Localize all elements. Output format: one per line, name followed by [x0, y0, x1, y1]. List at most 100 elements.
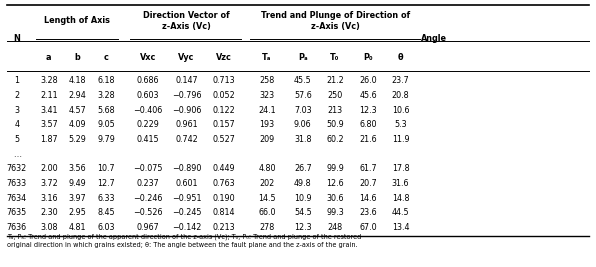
Text: 7634: 7634	[7, 194, 27, 203]
Text: 31.6: 31.6	[392, 179, 409, 188]
Text: Tₐ, Pₐ: Trend and plunge of the apparent direction of the z-axis (Vᴄ); T₀, P₀: T: Tₐ, Pₐ: Trend and plunge of the apparent…	[7, 234, 362, 240]
Text: 26.7: 26.7	[294, 164, 312, 173]
Text: 193: 193	[259, 120, 275, 129]
Text: 10.9: 10.9	[294, 194, 312, 203]
Text: 2: 2	[14, 91, 19, 100]
Text: 1.87: 1.87	[40, 135, 58, 144]
Text: 3.08: 3.08	[40, 223, 58, 232]
Text: 0.122: 0.122	[213, 105, 235, 115]
Text: Direction Vector of
z-Axis (Vᴄ): Direction Vector of z-Axis (Vᴄ)	[142, 11, 229, 31]
Text: 4.09: 4.09	[69, 120, 86, 129]
Text: 12.3: 12.3	[359, 105, 377, 115]
Text: 5.29: 5.29	[69, 135, 86, 144]
Text: 67.0: 67.0	[359, 223, 377, 232]
Text: 12.3: 12.3	[294, 223, 312, 232]
Text: 0.237: 0.237	[136, 179, 159, 188]
Text: 248: 248	[327, 223, 343, 232]
Text: 54.5: 54.5	[294, 208, 312, 217]
Text: −0.245: −0.245	[172, 208, 201, 217]
Text: 14.5: 14.5	[258, 194, 276, 203]
Text: 99.3: 99.3	[326, 208, 344, 217]
Text: 5.3: 5.3	[394, 120, 407, 129]
Text: 3: 3	[14, 105, 19, 115]
Text: …: …	[13, 150, 21, 159]
Text: 3.56: 3.56	[69, 164, 86, 173]
Text: 3.28: 3.28	[40, 76, 58, 85]
Text: 49.8: 49.8	[294, 179, 312, 188]
Text: 99.9: 99.9	[326, 164, 344, 173]
Text: 7635: 7635	[7, 208, 27, 217]
Text: 23.6: 23.6	[359, 208, 377, 217]
Text: 0.147: 0.147	[175, 76, 198, 85]
Text: 24.1: 24.1	[258, 105, 276, 115]
Text: Length of Axis: Length of Axis	[45, 16, 110, 25]
Text: 3.97: 3.97	[69, 194, 86, 203]
Text: P₀: P₀	[364, 53, 373, 62]
Text: 7632: 7632	[7, 164, 27, 173]
Text: 278: 278	[259, 223, 275, 232]
Text: 0.527: 0.527	[213, 135, 235, 144]
Text: −0.142: −0.142	[172, 223, 201, 232]
Text: 9.06: 9.06	[294, 120, 312, 129]
Text: 26.0: 26.0	[359, 76, 377, 85]
Text: 20.7: 20.7	[359, 179, 377, 188]
Text: 45.5: 45.5	[294, 76, 312, 85]
Text: 2.00: 2.00	[40, 164, 58, 173]
Text: 213: 213	[327, 105, 343, 115]
Text: 12.6: 12.6	[326, 179, 344, 188]
Text: 3.41: 3.41	[40, 105, 58, 115]
Text: 0.686: 0.686	[136, 76, 159, 85]
Text: 0.742: 0.742	[175, 135, 198, 144]
Text: 258: 258	[259, 76, 275, 85]
Text: Tₐ: Tₐ	[262, 53, 272, 62]
Text: 0.601: 0.601	[175, 179, 198, 188]
Text: −0.406: −0.406	[133, 105, 163, 115]
Text: 44.5: 44.5	[392, 208, 409, 217]
Text: −0.075: −0.075	[133, 164, 163, 173]
Text: 202: 202	[259, 179, 275, 188]
Text: 0.157: 0.157	[213, 120, 235, 129]
Text: N: N	[13, 34, 20, 44]
Text: Angle: Angle	[421, 34, 447, 44]
Text: −0.526: −0.526	[133, 208, 163, 217]
Text: b: b	[74, 53, 80, 62]
Text: 11.9: 11.9	[392, 135, 409, 144]
Text: 0.415: 0.415	[136, 135, 159, 144]
Text: 3.72: 3.72	[40, 179, 58, 188]
Text: 6.80: 6.80	[359, 120, 377, 129]
Text: 21.2: 21.2	[326, 76, 344, 85]
Text: 6.03: 6.03	[97, 223, 115, 232]
Text: 14.8: 14.8	[392, 194, 409, 203]
Text: 250: 250	[327, 91, 343, 100]
Text: 209: 209	[259, 135, 275, 144]
Text: 4.57: 4.57	[69, 105, 86, 115]
Text: −0.246: −0.246	[133, 194, 163, 203]
Text: Vxᴄ: Vxᴄ	[139, 53, 156, 62]
Text: Pₐ: Pₐ	[298, 53, 308, 62]
Text: Vyᴄ: Vyᴄ	[178, 53, 195, 62]
Text: 10.6: 10.6	[392, 105, 409, 115]
Text: 9.49: 9.49	[69, 179, 86, 188]
Text: −0.890: −0.890	[172, 164, 201, 173]
Text: 2.95: 2.95	[69, 208, 86, 217]
Text: 61.7: 61.7	[359, 164, 377, 173]
Text: T₀: T₀	[330, 53, 340, 62]
Text: 12.7: 12.7	[97, 179, 115, 188]
Text: 66.0: 66.0	[258, 208, 276, 217]
Text: −0.796: −0.796	[172, 91, 201, 100]
Text: 7636: 7636	[7, 223, 27, 232]
Text: 0.713: 0.713	[213, 76, 235, 85]
Text: 3.16: 3.16	[40, 194, 58, 203]
Text: 50.9: 50.9	[326, 120, 344, 129]
Text: 0.052: 0.052	[213, 91, 235, 100]
Text: Vzᴄ: Vzᴄ	[216, 53, 232, 62]
Text: 13.4: 13.4	[392, 223, 409, 232]
Text: 0.603: 0.603	[136, 91, 159, 100]
Text: 45.6: 45.6	[359, 91, 377, 100]
Text: 10.7: 10.7	[97, 164, 115, 173]
Text: 4.18: 4.18	[69, 76, 86, 85]
Text: 30.6: 30.6	[326, 194, 344, 203]
Text: 4.81: 4.81	[69, 223, 86, 232]
Text: 0.213: 0.213	[213, 223, 235, 232]
Text: 2.94: 2.94	[69, 91, 86, 100]
